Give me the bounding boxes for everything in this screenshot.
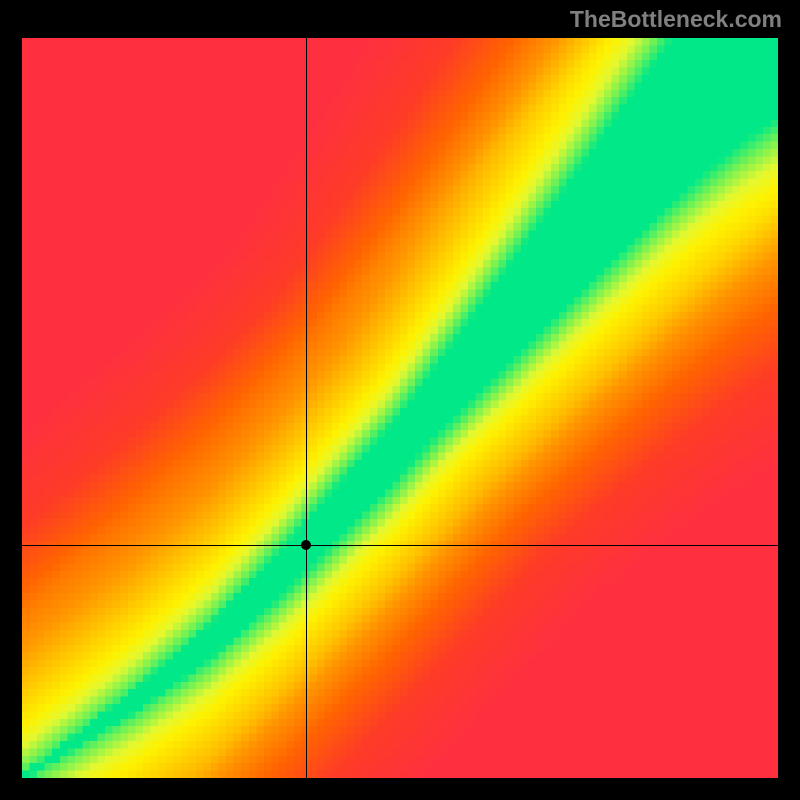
crosshair-vertical <box>306 38 307 778</box>
plot-area <box>22 38 778 778</box>
heatmap-canvas <box>22 38 778 778</box>
marker-dot <box>301 540 311 550</box>
crosshair-horizontal <box>22 545 778 546</box>
watermark-text: TheBottleneck.com <box>570 6 782 33</box>
